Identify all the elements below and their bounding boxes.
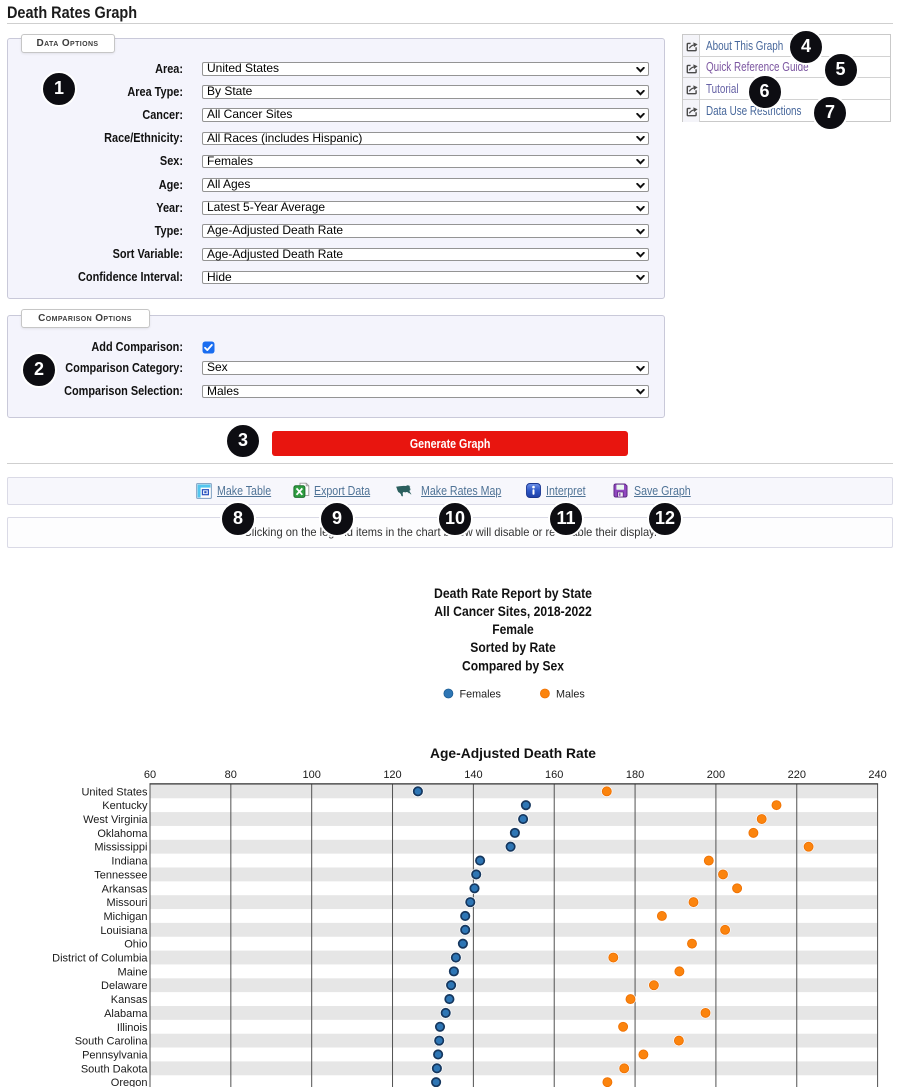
svg-text:South Dakota: South Dakota bbox=[81, 1063, 149, 1075]
svg-text:Louisiana: Louisiana bbox=[100, 925, 148, 937]
svg-text:Pennsylvania: Pennsylvania bbox=[82, 1049, 148, 1061]
svg-text:Indiana: Indiana bbox=[111, 856, 148, 868]
svg-text:Males: Males bbox=[556, 689, 585, 701]
svg-text:Oklahoma: Oklahoma bbox=[97, 828, 148, 840]
svg-text:Female: Female bbox=[492, 622, 534, 637]
svg-text:Death Rate Report by State: Death Rate Report by State bbox=[434, 586, 592, 601]
svg-text:60: 60 bbox=[144, 769, 156, 781]
svg-text:Tennessee: Tennessee bbox=[94, 869, 147, 881]
svg-text:Kansas: Kansas bbox=[111, 994, 148, 1006]
svg-text:240: 240 bbox=[868, 769, 886, 781]
svg-text:Sorted by Rate: Sorted by Rate bbox=[470, 640, 556, 655]
svg-text:Compared by Sex: Compared by Sex bbox=[462, 658, 564, 673]
svg-text:Age-Adjusted Death Rate: Age-Adjusted Death Rate bbox=[430, 745, 596, 761]
svg-text:District of Columbia: District of Columbia bbox=[52, 953, 148, 965]
svg-text:Oregon: Oregon bbox=[111, 1077, 148, 1087]
svg-text:120: 120 bbox=[383, 769, 401, 781]
svg-text:All Cancer Sites, 2018-2022: All Cancer Sites, 2018-2022 bbox=[434, 604, 592, 619]
svg-text:140: 140 bbox=[464, 769, 482, 781]
svg-text:180: 180 bbox=[626, 769, 644, 781]
svg-text:100: 100 bbox=[303, 769, 321, 781]
svg-text:Ohio: Ohio bbox=[124, 939, 147, 951]
svg-text:Arkansas: Arkansas bbox=[102, 883, 148, 895]
svg-text:West Virginia: West Virginia bbox=[83, 814, 148, 826]
svg-text:Kentucky: Kentucky bbox=[102, 800, 148, 812]
svg-text:Missouri: Missouri bbox=[107, 897, 148, 909]
svg-text:Mississippi: Mississippi bbox=[94, 842, 147, 854]
svg-text:United States: United States bbox=[81, 786, 148, 798]
svg-text:Delaware: Delaware bbox=[101, 980, 147, 992]
svg-text:Maine: Maine bbox=[118, 966, 148, 978]
svg-text:220: 220 bbox=[788, 769, 806, 781]
svg-text:80: 80 bbox=[225, 769, 237, 781]
svg-text:Illinois: Illinois bbox=[117, 1022, 148, 1034]
svg-text:Alabama: Alabama bbox=[104, 1008, 148, 1020]
svg-text:200: 200 bbox=[707, 769, 725, 781]
svg-text:160: 160 bbox=[545, 769, 563, 781]
svg-text:Females: Females bbox=[460, 689, 502, 701]
svg-text:Michigan: Michigan bbox=[103, 911, 147, 923]
svg-text:South Carolina: South Carolina bbox=[75, 1036, 149, 1048]
